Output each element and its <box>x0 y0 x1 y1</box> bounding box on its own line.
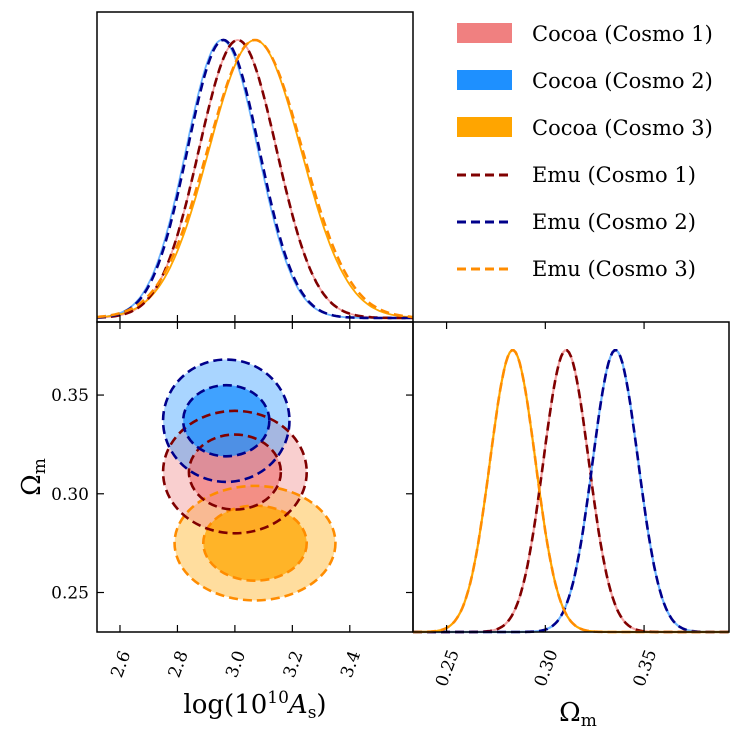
top-marginal-panel <box>96 11 414 323</box>
contour-outer-line-cosmo-2 <box>161 358 291 484</box>
y-axis-label-omegam: Ωm <box>17 458 50 496</box>
legend-label-emu-cosmo-2: Emu (Cosmo 2) <box>532 210 696 234</box>
top-panel-frame <box>96 11 414 323</box>
right-curve-cocoa-cosmo-2 <box>413 349 729 634</box>
y-tick-label-0-35: 0.35 <box>51 386 89 406</box>
right-x-tick-label-0-35: 0.35 <box>630 647 662 689</box>
x-tick-label-2-8: 2.8 <box>165 648 193 680</box>
legend-item-emu-cosmo-1: Emu (Cosmo 1) <box>457 163 696 187</box>
contour-inner-line-cosmo-2 <box>181 383 271 458</box>
contour-inner-fill-cosmo-3 <box>203 505 307 581</box>
legend-label-cocoa-cosmo-1: Cocoa (Cosmo 1) <box>532 22 713 46</box>
y-tick-label-0-25: 0.25 <box>51 584 89 604</box>
contour-inner-line-cosmo-1 <box>187 433 283 511</box>
legend-label-emu-cosmo-1: Emu (Cosmo 1) <box>532 163 696 187</box>
x-tick-label-2-6: 2.6 <box>107 648 135 680</box>
legend-label-cocoa-cosmo-3: Cocoa (Cosmo 3) <box>532 116 713 140</box>
top-curve-cocoa-cosmo-1 <box>96 39 413 319</box>
legend-item-cocoa-cosmo-1: Cocoa (Cosmo 1) <box>457 22 713 46</box>
top-curve-cocoa-cosmo-3 <box>96 39 414 319</box>
legend-item-emu-cosmo-3: Emu (Cosmo 3) <box>457 257 696 281</box>
contour-inner-fill-cosmo-2 <box>183 385 270 457</box>
legend-label-cocoa-cosmo-2: Cocoa (Cosmo 2) <box>532 69 713 93</box>
x-axis-label-logAs: log(1010As) <box>183 688 326 723</box>
right-panel-frame <box>412 321 730 633</box>
right-x-tick-label-0-30: 0.30 <box>531 647 563 689</box>
right-curve-emu-cosmo-3 <box>413 349 729 634</box>
top-curve-emu-cosmo-2 <box>96 38 413 320</box>
right-marginal-panel: 0.25 0.30 0.35 <box>412 321 730 689</box>
legend-swatch-cocoa-cosmo-2 <box>457 70 512 90</box>
legend-item-cocoa-cosmo-2: Cocoa (Cosmo 2) <box>457 69 713 93</box>
contour-outer-line-cosmo-1 <box>161 409 309 535</box>
legend-item-cocoa-cosmo-3: Cocoa (Cosmo 3) <box>457 116 713 140</box>
top-curve-emu-cosmo-3 <box>96 38 414 319</box>
right-curve-emu-cosmo-1 <box>413 349 729 634</box>
x-tick-label-3-0: 3.0 <box>222 648 250 680</box>
y-tick-label-0-30: 0.30 <box>51 485 89 505</box>
top-curve-emu-cosmo-1 <box>96 38 413 320</box>
contour-panel: 2.6 2.8 3.0 3.2 3.4 0.25 0.30 0.35 <box>51 321 414 680</box>
legend-swatch-cocoa-cosmo-3 <box>457 117 512 137</box>
right-x-tick-label-0-25: 0.25 <box>432 647 464 689</box>
x-axis-label-omegam: Ωm <box>559 698 597 731</box>
legend-swatch-cocoa-cosmo-1 <box>457 23 512 43</box>
x-tick-label-3-2: 3.2 <box>280 648 308 680</box>
legend-item-emu-cosmo-2: Emu (Cosmo 2) <box>457 210 696 234</box>
contour-outer-line-cosmo-3 <box>173 484 337 602</box>
x-tick-label-3-4: 3.4 <box>337 648 365 680</box>
legend: Cocoa (Cosmo 1) Cocoa (Cosmo 2) Cocoa (Cos… <box>457 22 713 281</box>
legend-label-emu-cosmo-3: Emu (Cosmo 3) <box>532 257 696 281</box>
top-curve-cocoa-cosmo-2 <box>96 39 413 319</box>
